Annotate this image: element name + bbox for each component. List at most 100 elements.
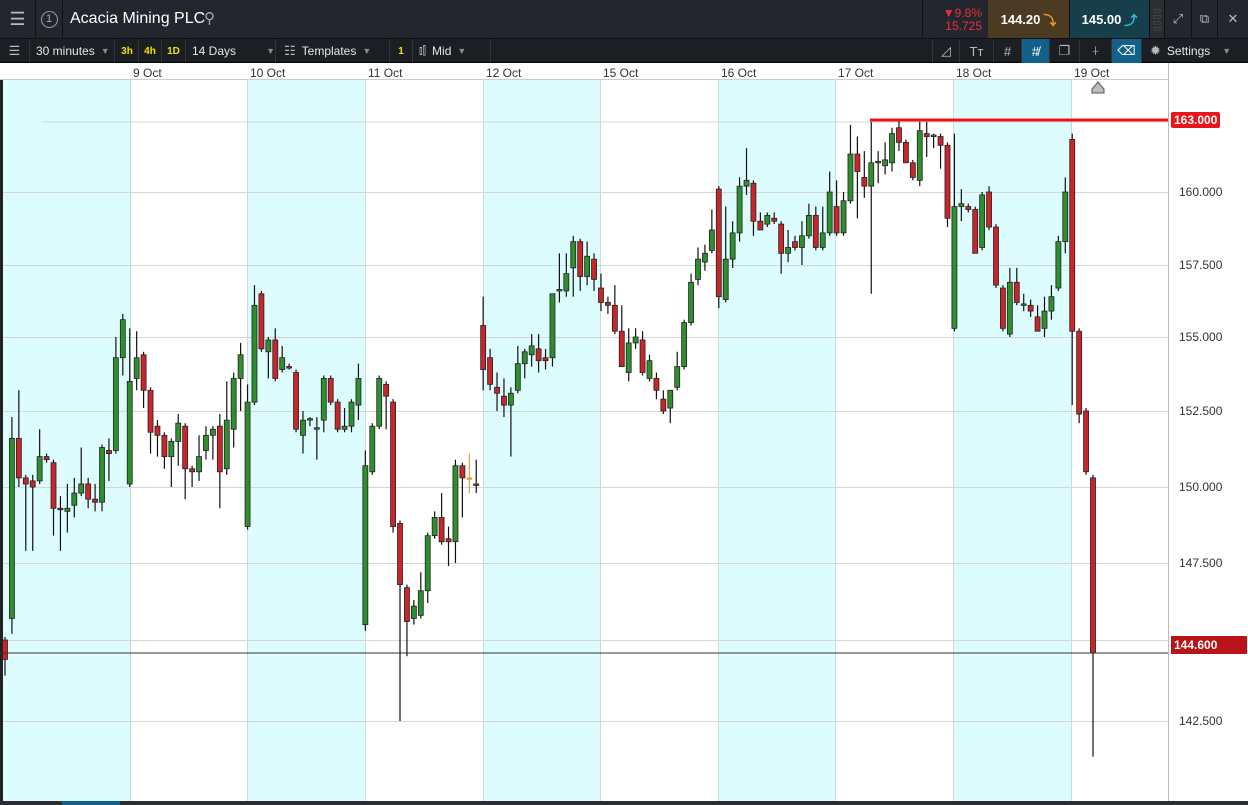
candle-body [487,357,494,385]
indicator-count[interactable]: 1 [390,39,413,63]
maximize-button[interactable]: ⤢ [1165,0,1192,38]
candle-body [653,378,660,391]
candle-body [43,456,50,461]
depth-grip[interactable]: ▭ ▭ ▭ ▭ [1150,0,1165,38]
change-value: 15.725 [945,19,982,33]
candle-body [431,516,438,537]
buy-button[interactable]: 145.00 ⤴ [1070,0,1150,38]
date-label: 16 Oct [721,66,757,80]
candlestick-chart[interactable] [0,80,1168,801]
candle-body [722,258,729,300]
candle-body [923,133,930,137]
watchlist-button[interactable]: ☰ [0,39,30,63]
text-size-button[interactable]: Tт [960,39,994,63]
arrow-down-icon: ⤵ [1043,12,1057,28]
close-button[interactable]: ✕ [1218,0,1248,38]
grid-icon: # [1003,43,1012,59]
scrollbar[interactable] [0,801,1248,805]
candle-body [92,498,98,503]
day-shade [718,80,835,801]
candle-body [1069,139,1076,332]
scrollbar-thumb[interactable] [62,801,120,805]
templates-select[interactable]: ☷ Templates ▼ [276,39,390,63]
candle-body [279,357,286,370]
candle-body [182,425,189,470]
candle-body [1006,281,1013,335]
date-label: 19 Oct [1074,66,1110,80]
range-3h-button[interactable]: 3h [116,39,139,63]
candle-body [36,456,43,482]
candle-body [417,590,424,616]
candle-body [494,386,500,394]
candle-body [632,336,639,344]
candle-body [792,241,798,248]
menu-button[interactable]: ☰ [0,0,36,38]
candle-body [383,383,390,397]
range-1d-button[interactable]: 1D [162,39,186,63]
candle-body [140,354,147,391]
interval-value: 30 minutes [36,44,95,58]
chevron-down-icon: ▼ [266,46,275,56]
tag-icon: ⌫ [1117,43,1136,58]
candle-body [501,395,507,406]
candle-body [563,273,570,292]
candle-body [397,523,403,585]
chevron-down-icon: ▼ [100,46,110,56]
range-select[interactable]: 14 Days ▼ [186,39,276,63]
candle-body [480,325,487,370]
candle-body [1013,281,1020,303]
candle-body [715,188,722,298]
candle-body [175,422,182,442]
price-tag-button[interactable]: ⌫ [1112,39,1142,63]
candle-body [764,214,771,225]
expand-icon: ⤢ [1172,11,1184,26]
templates-label: Templates [301,44,357,58]
candle-body [209,428,216,436]
candle-body [438,516,445,543]
candle-body [390,401,396,527]
sell-button[interactable]: 144.20 ⤵ [988,0,1070,38]
down-triangle-icon: ▼ [942,6,955,20]
interval-select[interactable]: 30 minutes ▼ [30,39,115,63]
candle-body [681,322,688,368]
candle-body [348,401,355,427]
candle-body [71,492,78,506]
chart-toolbar: ☰ 30 minutes ▼ 3h 4h 1D 14 Days ▼ ☷ Templat… [0,39,1248,63]
grid-button[interactable]: # [994,39,1022,63]
date-label: 17 Oct [838,66,874,80]
candle-body [15,437,22,479]
candle-body [875,160,882,164]
candle-body [334,401,341,430]
popout-button[interactable]: ⧉ [1192,0,1218,38]
price-axis[interactable]: 160.000 157.500 155.000 152.500 150.000 … [1168,63,1248,803]
candle-body [812,214,819,248]
candle-body [639,339,646,373]
settings-button[interactable]: ✹ Settings ▼ [1142,39,1248,63]
drawing-tool-button[interactable]: ◿ [932,39,960,63]
candle-body [840,200,847,234]
candle-body [896,127,902,143]
horizontal-line-label[interactable]: 163.000 [1171,112,1221,128]
candle-body [743,179,750,187]
candle-body [286,366,293,369]
candle-body [833,206,840,234]
candle-body [133,357,140,379]
candle-body [223,419,230,470]
price-type-select[interactable]: ⫾⫿ Mid ▼ [413,39,491,63]
candle-body [112,357,119,451]
candle-body [916,130,923,181]
candle-body [272,339,279,379]
candle-body [1020,303,1027,306]
snap-grid-button[interactable]: #̸ [1022,39,1050,63]
search-icon[interactable]: ⚲ [204,10,215,27]
range-4h-button[interactable]: 4h [139,39,162,63]
crosshair-button[interactable]: ⍭ [1080,39,1112,63]
candle-body [424,535,431,592]
candle-body [459,465,466,479]
instrument-title: Acacia Mining PLC [70,10,206,27]
window-number[interactable]: 1 [36,0,63,38]
layers-button[interactable]: ❐ [1050,39,1080,63]
candle-body [549,293,556,359]
y-tick-label: 142.500 [1179,714,1223,728]
candle-body [466,477,473,480]
